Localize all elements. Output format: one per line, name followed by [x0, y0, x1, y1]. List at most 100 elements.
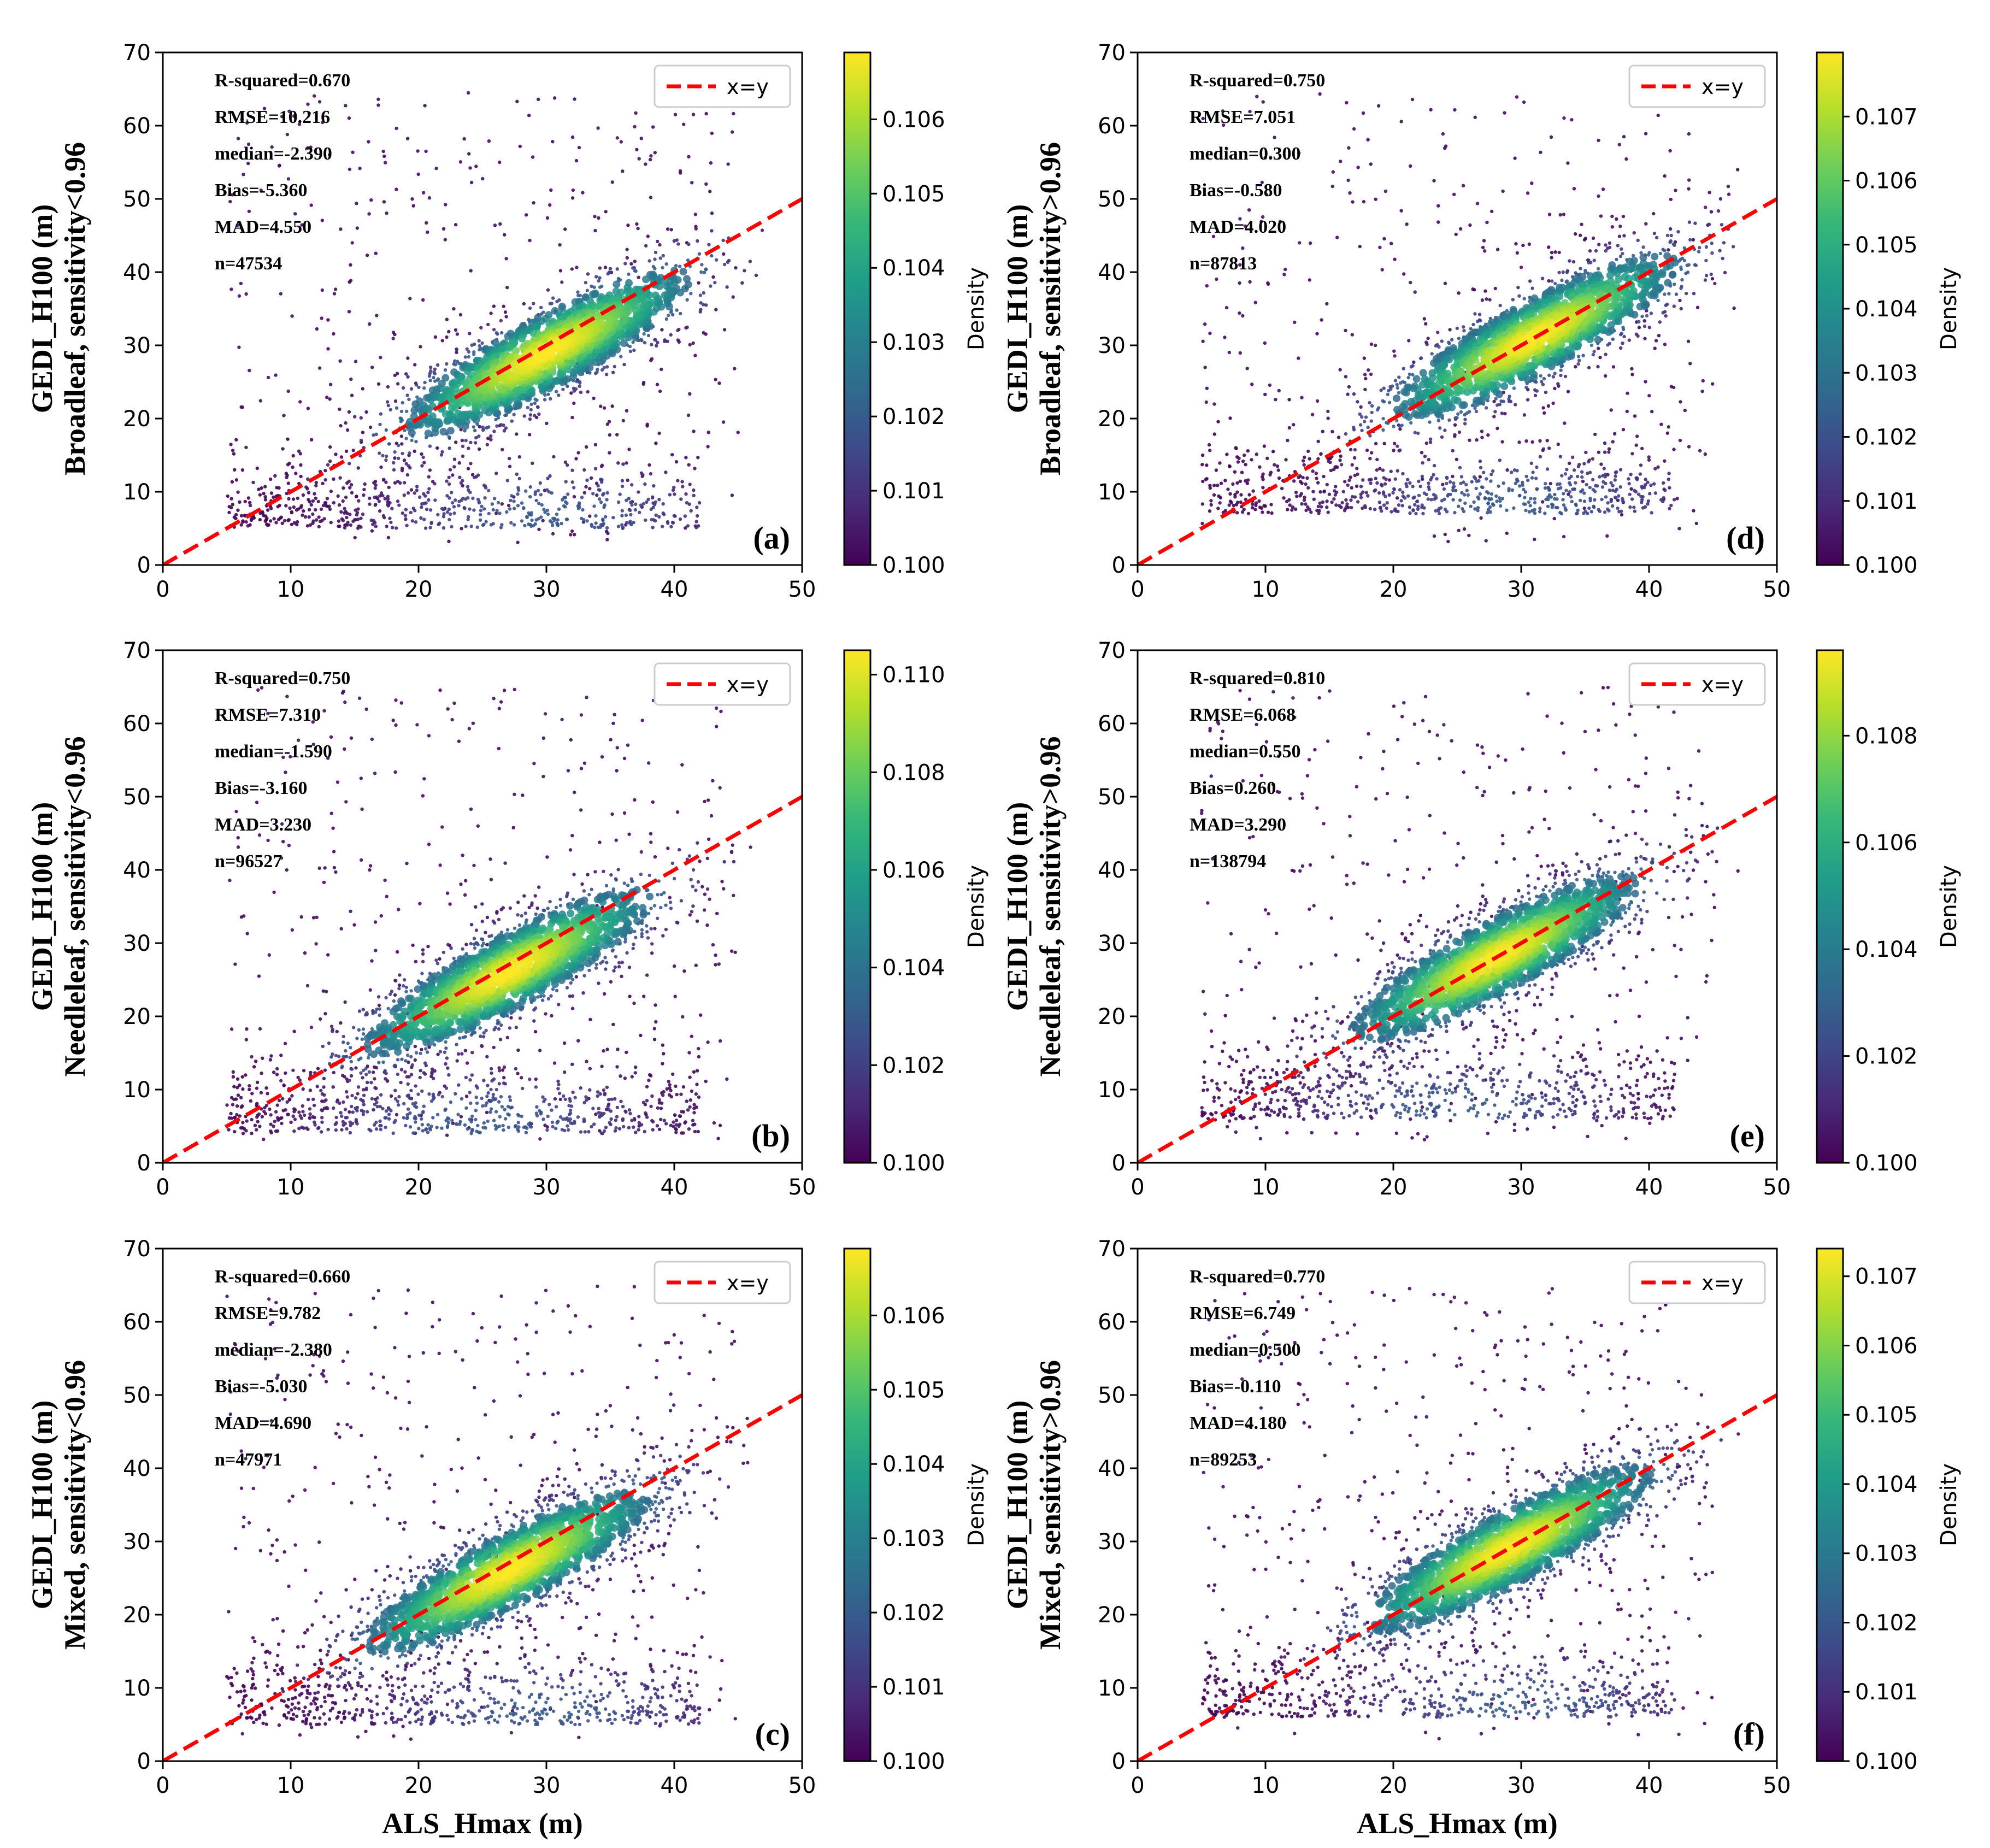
x-tick-label: 40 — [1635, 1773, 1663, 1798]
stat-line: median=-1.590 — [215, 741, 332, 762]
colorbar-tick-label: 0.100 — [1855, 553, 1918, 578]
stat-line: Bias=-5.030 — [215, 1376, 308, 1397]
stat-line: n=47971 — [215, 1450, 282, 1470]
x-tick-label: 50 — [1763, 1773, 1791, 1798]
legend: x=y — [1628, 1261, 1766, 1304]
plot-frame — [162, 1247, 803, 1762]
panel-a: 0 10 20 30 40 50 0 10 20 30 40 50 60 70 GEDI_H100 (m)B… — [26, 40, 989, 602]
colorbar-tick-label: 0.106 — [882, 1303, 945, 1328]
stat-line: median=-2.380 — [215, 1340, 332, 1360]
colorbar-gradient — [1816, 649, 1844, 1164]
x-tick-label: 0 — [156, 1773, 169, 1798]
x-tick-label: 30 — [1508, 1175, 1535, 1200]
y-tick-label: 20 — [123, 1004, 151, 1029]
colorbar-tick-label: 0.105 — [1855, 233, 1918, 258]
y-tick-label: 20 — [1098, 1004, 1126, 1029]
plot-frame — [162, 51, 803, 566]
y-axis-label: GEDI_H100 (m)Needleleaf, sensitivity<0.9… — [26, 736, 91, 1076]
panel-b: 0 10 20 30 40 50 0 10 20 30 40 50 60 70 GEDI_H100 (m)N… — [26, 638, 989, 1200]
panel-tag: (b) — [751, 1118, 790, 1153]
colorbar-tick-label: 0.106 — [1855, 169, 1918, 194]
reference-line — [163, 794, 802, 1163]
y-tick-label: 30 — [1098, 1529, 1126, 1555]
reference-line — [1138, 794, 1777, 1163]
y-tick-label: 60 — [123, 711, 151, 737]
panel-tag: (d) — [1726, 520, 1765, 556]
y-tick-label: 30 — [123, 333, 151, 358]
stat-line: MAD=4.690 — [215, 1413, 311, 1433]
colorbar-tick-label: 0.103 — [1855, 1541, 1918, 1567]
colorbar: 0.100 0.102 0.104 0.106 0.108 0.110 Density — [843, 649, 989, 1176]
colorbar-tick-label: 0.100 — [882, 553, 945, 578]
colorbar-tick-label: 0.106 — [1855, 831, 1918, 856]
colorbar: 0.100 0.101 0.102 0.103 0.104 0.105 0.106 0.107… — [1816, 51, 1962, 578]
colorbar-tick-label: 0.106 — [882, 107, 945, 132]
x-tick-label: 50 — [788, 577, 816, 602]
stat-line: n=47534 — [215, 254, 282, 274]
panel-tag: (e) — [1730, 1118, 1765, 1153]
stat-line: RMSE=7.310 — [215, 705, 321, 725]
x-tick-label: 20 — [1380, 1175, 1408, 1200]
y-tick-label: 30 — [123, 931, 151, 956]
x-tick-label: 30 — [533, 577, 561, 602]
stat-line: MAD=3.230 — [215, 815, 311, 835]
colorbar-gradient — [1816, 51, 1844, 566]
x-tick-label: 10 — [277, 577, 305, 602]
colorbar-tick-label: 0.104 — [882, 256, 945, 281]
y-tick-label: 70 — [1098, 40, 1126, 66]
density-scatter — [1200, 685, 1740, 1141]
x-tick-label: 10 — [277, 1175, 305, 1200]
colorbar-tick-label: 0.105 — [882, 1378, 945, 1403]
x-tick-label: 10 — [1252, 577, 1280, 602]
y-tick-label: 60 — [1098, 114, 1126, 139]
plot-frame — [1137, 51, 1778, 566]
y-tick-label: 0 — [137, 1151, 151, 1176]
x-tick-label: 50 — [1763, 1175, 1791, 1200]
stat-line: Bias=-0.110 — [1190, 1376, 1281, 1397]
legend: x=y — [653, 1261, 791, 1304]
y-tick-label: 50 — [1098, 187, 1126, 212]
stat-line: RMSE=10.216 — [215, 107, 330, 127]
y-tick-label: 50 — [1098, 785, 1126, 810]
stat-line: MAD=4.020 — [1190, 217, 1286, 237]
colorbar-tick-label: 0.104 — [882, 956, 945, 981]
legend-label: x=y — [727, 1271, 769, 1295]
colorbar-tick-label: 0.100 — [882, 1151, 945, 1176]
stat-line: median=0.550 — [1190, 741, 1301, 762]
colorbar-tick-label: 0.107 — [1855, 104, 1918, 130]
colorbar-tick-label: 0.102 — [882, 1600, 945, 1626]
density-scatter — [225, 686, 752, 1141]
legend: x=y — [1628, 64, 1766, 108]
stat-line: R-squared=0.660 — [215, 1267, 350, 1287]
x-tick-label: 50 — [788, 1773, 816, 1798]
colorbar-tick-label: 0.100 — [1855, 1151, 1918, 1176]
y-tick-label: 40 — [1098, 1456, 1126, 1481]
stat-line: Bias=-0.580 — [1190, 180, 1282, 201]
colorbar-label: Density — [1936, 267, 1962, 350]
legend: x=y — [653, 662, 791, 706]
y-tick-label: 70 — [123, 638, 151, 663]
y-axis-label: GEDI_H100 (m)Mixed, sensitivity<0.96 — [26, 1360, 91, 1650]
y-tick-label: 40 — [123, 260, 151, 285]
colorbar-tick-label: 0.106 — [1855, 1333, 1918, 1358]
colorbar-tick-label: 0.102 — [1855, 1044, 1918, 1069]
colorbar: 0.100 0.102 0.104 0.106 0.108 Density — [1816, 649, 1962, 1176]
stat-line: RMSE=6.749 — [1190, 1303, 1296, 1323]
stat-line: n=138794 — [1190, 851, 1266, 872]
x-tick-label: 50 — [788, 1175, 816, 1200]
stat-line: median=-2.390 — [215, 144, 332, 164]
y-tick-label: 20 — [123, 407, 151, 432]
colorbar: 0.100 0.101 0.102 0.103 0.104 0.105 0.106 0.107… — [1816, 1247, 1962, 1774]
colorbar-tick-label: 0.103 — [1855, 361, 1918, 386]
plot-frame — [1137, 649, 1778, 1164]
x-tick-label: 10 — [277, 1773, 305, 1798]
x-tick-label: 40 — [661, 1773, 688, 1798]
y-tick-label: 40 — [1098, 858, 1126, 883]
panel-tag: (c) — [755, 1716, 790, 1752]
plot-frame — [162, 649, 803, 1164]
panel-d: 0 10 20 30 40 50 0 10 20 30 40 50 60 70 GEDI_H100 (m)B… — [1001, 40, 1962, 602]
y-tick-label: 70 — [1098, 1237, 1126, 1262]
colorbar-tick-label: 0.104 — [1855, 297, 1918, 322]
colorbar-tick-label: 0.104 — [882, 1452, 945, 1477]
stat-line: Bias=0.260 — [1190, 778, 1276, 798]
